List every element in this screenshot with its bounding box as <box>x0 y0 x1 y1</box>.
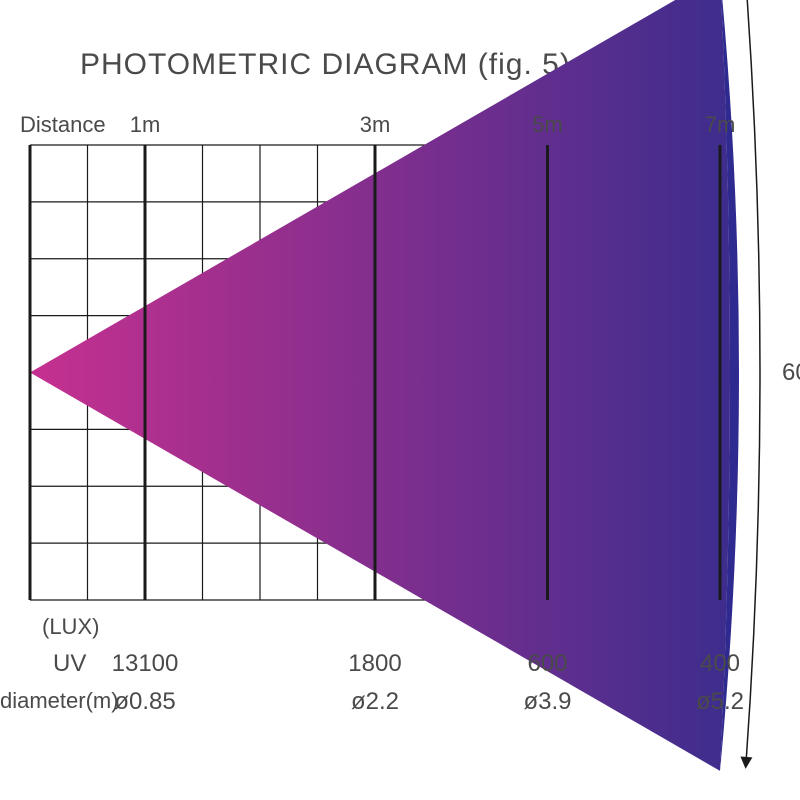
diameter-value: ø3.9 <box>523 688 571 716</box>
distance-tick: 5m <box>532 112 563 138</box>
lux-label: (LUX) <box>42 614 99 640</box>
diameter-value: ø5.2 <box>696 688 744 716</box>
lux-value: 400 <box>700 650 740 678</box>
diameter-value: ø0.85 <box>114 688 175 716</box>
angle-arc <box>746 0 760 763</box>
photometric-diagram: PHOTOMETRIC DIAGRAM (fig. 5) Distance (L… <box>0 0 800 800</box>
lux-value: 13100 <box>112 650 179 678</box>
distance-tick: 1m <box>130 112 161 138</box>
diameter-value: ø2.2 <box>351 688 399 716</box>
uv-row-label: UV <box>53 650 86 678</box>
beam-angle-label: 60° <box>782 359 800 387</box>
diameter-row-label: diameter(m) <box>0 688 119 714</box>
distance-tick: 7m <box>705 112 736 138</box>
lux-value: 600 <box>527 650 567 678</box>
lux-value: 1800 <box>348 650 401 678</box>
chart-svg <box>0 0 800 800</box>
distance-tick: 3m <box>360 112 391 138</box>
